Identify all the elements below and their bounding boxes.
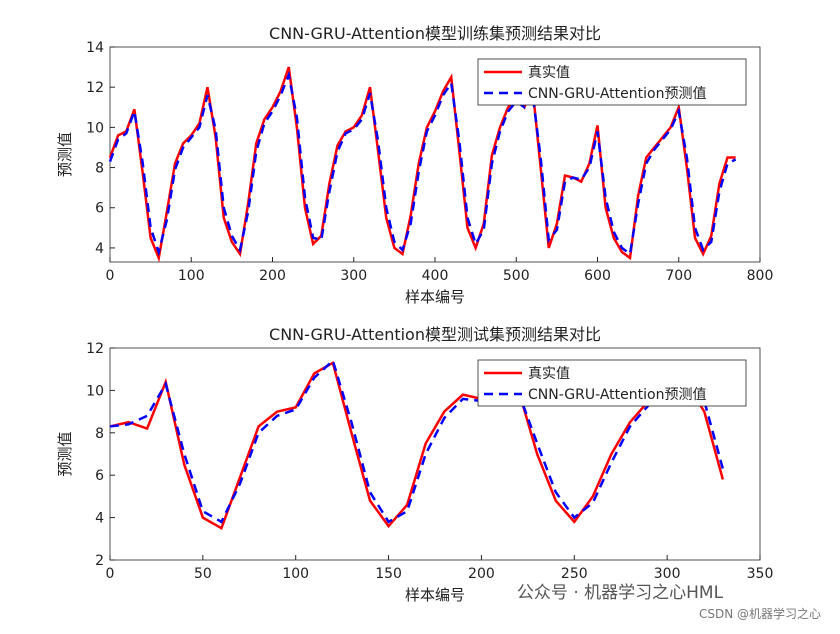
x-tick-label: 150	[375, 566, 402, 582]
y-axis-label: 预测值	[56, 132, 74, 177]
x-tick-label: 50	[194, 566, 212, 582]
y-tick-label: 12	[86, 80, 104, 96]
x-tick-label: 500	[503, 268, 530, 284]
x-axis-label: 样本编号	[405, 586, 465, 604]
chart-title: CNN-GRU-Attention模型测试集预测结果对比	[269, 325, 601, 344]
y-tick-label: 14	[86, 40, 104, 56]
y-tick-label: 2	[95, 553, 104, 569]
chart-title: CNN-GRU-Attention模型训练集预测结果对比	[269, 24, 601, 43]
watermark: CSDN @机器学习之心	[699, 606, 821, 621]
x-tick-label: 100	[282, 566, 309, 582]
x-tick-label: 600	[584, 268, 611, 284]
x-tick-label: 0	[106, 566, 115, 582]
y-tick-label: 8	[95, 426, 104, 442]
x-tick-label: 100	[178, 268, 205, 284]
x-tick-label: 350	[747, 566, 774, 582]
legend	[477, 359, 747, 407]
y-tick-label: 6	[95, 201, 104, 217]
y-tick-label: 4	[95, 511, 104, 527]
legend-label: CNN-GRU-Attention预测值	[528, 86, 706, 102]
x-tick-label: 800	[747, 268, 774, 284]
y-axis-label: 预测值	[56, 431, 74, 476]
x-tick-label: 300	[340, 268, 367, 284]
legend-label: 真实值	[528, 366, 570, 382]
series-line	[109, 360, 725, 531]
legend	[477, 58, 747, 106]
x-tick-label: 300	[654, 566, 681, 582]
series-line	[109, 358, 725, 524]
x-tick-label: 200	[468, 566, 495, 582]
y-tick-label: 10	[86, 120, 104, 136]
series-line	[108, 70, 737, 257]
x-tick-label: 200	[259, 268, 286, 284]
y-tick-label: 10	[86, 383, 104, 399]
y-tick-label: 8	[95, 161, 104, 177]
x-tick-label: 700	[665, 268, 692, 284]
legend-label: 真实值	[528, 65, 570, 81]
y-tick-label: 4	[95, 241, 104, 257]
watermark: 公众号 · 机器学习之心HML	[517, 583, 724, 603]
legend-label: CNN-GRU-Attention预测值	[528, 387, 706, 403]
y-tick-label: 6	[95, 468, 104, 484]
y-tick-label: 12	[86, 341, 104, 357]
x-tick-label: 0	[106, 268, 115, 284]
x-axis-label: 样本编号	[405, 288, 465, 306]
x-tick-label: 250	[561, 566, 588, 582]
x-tick-label: 400	[422, 268, 449, 284]
